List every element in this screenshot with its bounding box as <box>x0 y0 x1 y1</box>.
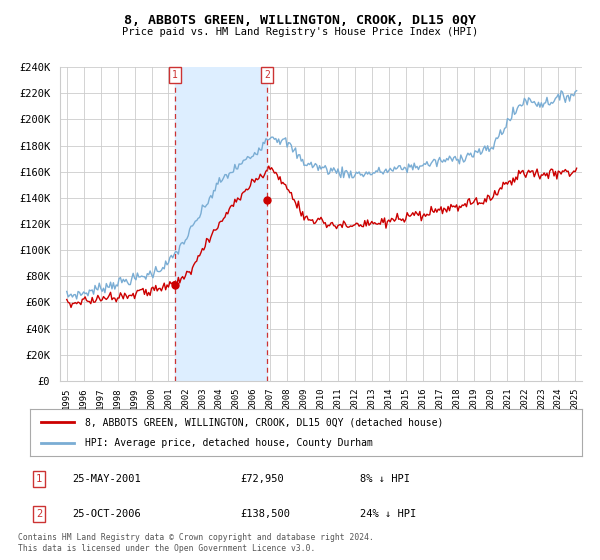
Text: 1: 1 <box>172 70 178 80</box>
Text: Price paid vs. HM Land Registry's House Price Index (HPI): Price paid vs. HM Land Registry's House … <box>122 27 478 37</box>
Text: 25-OCT-2006: 25-OCT-2006 <box>72 509 141 519</box>
Text: 2: 2 <box>264 70 270 80</box>
Text: 2: 2 <box>36 509 42 519</box>
Text: 24% ↓ HPI: 24% ↓ HPI <box>360 509 416 519</box>
Text: 8, ABBOTS GREEN, WILLINGTON, CROOK, DL15 0QY: 8, ABBOTS GREEN, WILLINGTON, CROOK, DL15… <box>124 14 476 27</box>
Text: HPI: Average price, detached house, County Durham: HPI: Average price, detached house, Coun… <box>85 438 373 448</box>
Text: Contains HM Land Registry data © Crown copyright and database right 2024.
This d: Contains HM Land Registry data © Crown c… <box>18 533 374 553</box>
Text: £72,950: £72,950 <box>240 474 284 484</box>
Text: £138,500: £138,500 <box>240 509 290 519</box>
Bar <box>175 67 267 381</box>
Text: 8, ABBOTS GREEN, WILLINGTON, CROOK, DL15 0QY (detached house): 8, ABBOTS GREEN, WILLINGTON, CROOK, DL15… <box>85 417 443 427</box>
Text: 25-MAY-2001: 25-MAY-2001 <box>72 474 141 484</box>
Text: 8% ↓ HPI: 8% ↓ HPI <box>360 474 410 484</box>
Text: 1: 1 <box>36 474 42 484</box>
